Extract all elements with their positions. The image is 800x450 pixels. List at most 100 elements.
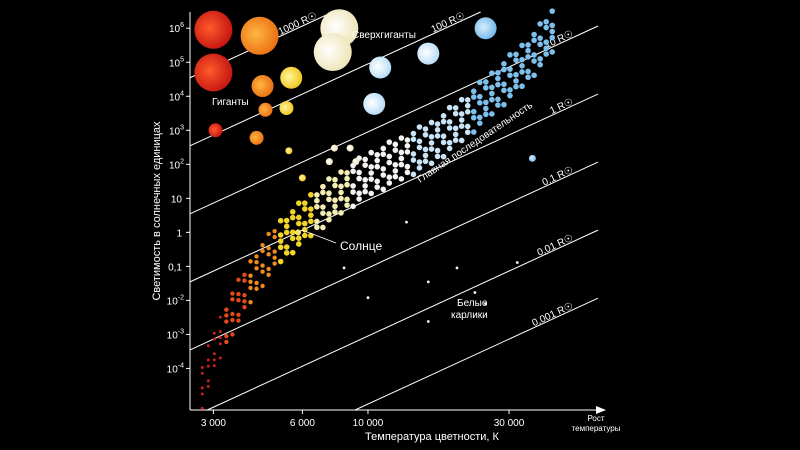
main-sequence-star (289, 214, 296, 221)
main-sequence-star (434, 121, 441, 127)
white-dwarfs-label-line1: Белые (457, 298, 488, 309)
main-sequence-star (277, 238, 284, 244)
main-sequence-star (260, 263, 265, 268)
x-arrow-label-line2: температуры (572, 424, 621, 433)
main-sequence-star (212, 331, 216, 335)
main-sequence-star (289, 229, 296, 236)
main-sequence-star (326, 176, 332, 182)
radius-line (207, 229, 599, 411)
main-sequence-star (212, 364, 216, 368)
supergiant-star (194, 53, 233, 92)
main-sequence-star (230, 291, 235, 296)
y-tick-label: 0,1 (168, 262, 182, 273)
main-sequence-star (374, 178, 381, 185)
supergiant-star (363, 92, 386, 115)
main-sequence-star (422, 126, 429, 132)
giant-star (352, 158, 360, 166)
main-sequence-star (537, 21, 543, 27)
main-sequence-star (404, 169, 411, 176)
main-sequence-star (218, 315, 222, 319)
main-sequence-star (266, 246, 271, 251)
radius-line-label: 0,1 R☉ (541, 165, 575, 189)
main-sequence-star (507, 52, 513, 58)
main-sequence-star (320, 204, 326, 210)
main-sequence-star (495, 69, 501, 76)
main-sequence-star (549, 49, 556, 55)
y-tick-label: 102 (169, 158, 184, 171)
main-sequence-star (392, 161, 399, 168)
main-sequence-star (543, 39, 549, 45)
main-sequence-star (206, 364, 210, 368)
supergiant-star (369, 56, 392, 79)
main-sequence-star (495, 81, 501, 88)
main-sequence-star (495, 102, 501, 108)
main-sequence-star (543, 51, 549, 57)
main-sequence-star (392, 168, 399, 174)
main-sequence-star (332, 209, 338, 215)
main-sequence-star (470, 94, 477, 100)
x-tick-label: 6 000 (290, 418, 315, 429)
main-sequence-star (380, 145, 387, 152)
main-sequence-star (386, 139, 393, 145)
main-sequence-star (519, 69, 525, 75)
white-dwarf-star (515, 261, 519, 264)
giant-star (346, 144, 354, 152)
main-sequence-star (531, 37, 537, 44)
main-sequence-star (260, 269, 265, 274)
main-sequence-star (314, 224, 320, 231)
main-sequence-star (344, 175, 350, 182)
main-sequence-star (254, 260, 259, 265)
main-sequence-star (248, 259, 253, 264)
main-sequence-star (549, 22, 556, 29)
giant-star (528, 154, 536, 162)
y-axis-title: Светимость в солнечных единицах (151, 121, 163, 301)
main-sequence-star (464, 97, 471, 103)
main-sequence-star (398, 161, 405, 168)
giant-star (208, 123, 223, 138)
main-sequence-star (374, 163, 381, 170)
x-tick-label: 10 000 (353, 418, 384, 429)
main-sequence-star (295, 200, 302, 206)
supergiant-star (251, 75, 274, 98)
main-sequence-star (380, 166, 387, 172)
main-sequence-star (230, 297, 235, 302)
main-sequence-star (272, 234, 277, 240)
main-sequence-star (398, 135, 405, 141)
sun-marker (295, 229, 302, 236)
radius-line (189, 11, 481, 147)
main-sequence-star (266, 231, 271, 237)
main-sequence-star (277, 244, 284, 251)
main-sequence-star (295, 220, 302, 227)
main-sequence-star (356, 169, 362, 176)
main-sequence-star (272, 229, 277, 234)
supergiant-star (474, 17, 497, 40)
main-sequence-star (350, 189, 356, 195)
main-sequence-star (446, 139, 453, 146)
main-sequence-star (266, 266, 271, 272)
main-sequence-star (224, 333, 229, 339)
main-sequence-star (489, 70, 495, 76)
main-sequence-star (416, 159, 423, 165)
stars (194, 8, 556, 410)
main-sequence-star (398, 176, 405, 182)
supergiants-label: Сверхгиганты (352, 30, 416, 41)
main-sequence-star (242, 278, 247, 283)
giant-star (298, 174, 306, 182)
supergiant-star (280, 66, 303, 89)
main-sequence-star (314, 192, 320, 198)
main-sequence-star (338, 183, 344, 190)
main-sequence-star (254, 254, 259, 259)
main-sequence-star (483, 99, 489, 106)
main-sequence-star (272, 255, 277, 260)
x-tick-label: 3 000 (201, 418, 226, 429)
main-sequence-star (513, 83, 519, 90)
main-sequence-star (386, 159, 393, 166)
main-sequence-star (362, 183, 368, 189)
main-sequence-star (380, 186, 387, 193)
main-sequence-star (392, 173, 399, 180)
main-sequence-star (501, 101, 507, 108)
main-sequence-star (537, 61, 543, 68)
main-sequence-star (464, 129, 471, 136)
main-sequence-star (543, 18, 549, 25)
main-sequence-star (531, 52, 537, 58)
